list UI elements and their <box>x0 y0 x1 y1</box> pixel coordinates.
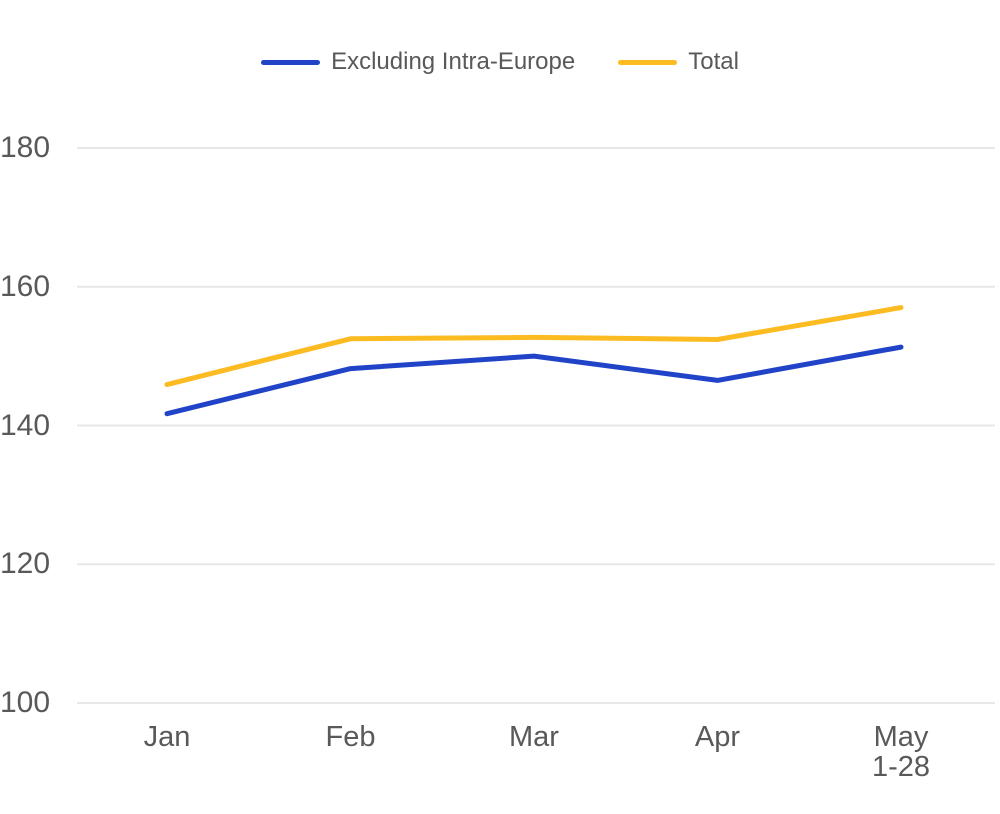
y-tick-label-160: 160 <box>0 269 51 303</box>
legend-item-excluding-intra-europe[interactable]: Excluding Intra-Europe <box>261 48 575 76</box>
y-tick-label-100: 100 <box>0 686 51 719</box>
series-line-total <box>164 305 904 388</box>
x-tick-label-may: May 1-28 <box>871 721 931 783</box>
x-tick-label-mar: Mar <box>509 721 559 753</box>
x-tick-label-feb: Feb <box>325 721 376 753</box>
legend-swatch-total <box>618 59 678 65</box>
legend-label-total: Total <box>688 48 739 75</box>
legend-swatch-excluding-intra-europe <box>261 59 321 65</box>
x-tick-label-jan: Jan <box>143 721 191 753</box>
series-line-excluding-intra-europe <box>164 344 904 417</box>
legend-label-excluding-intra-europe: Excluding Intra-Europe <box>331 48 576 75</box>
y-tick-label-140: 140 <box>0 408 51 442</box>
y-tick-label-120: 120 <box>0 547 51 581</box>
y-tick-label-180: 180 <box>0 131 51 164</box>
legend: Excluding Intra-Europe Total <box>0 48 1000 76</box>
legend-item-total[interactable]: Total <box>618 48 739 76</box>
x-tick-label-apr: Apr <box>694 721 741 753</box>
